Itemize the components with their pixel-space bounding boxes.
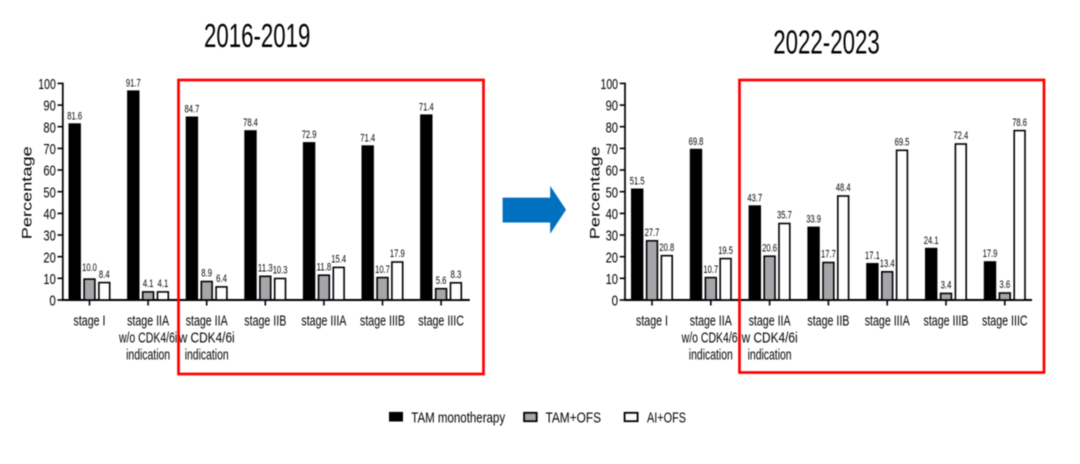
svg-text:100: 100 xyxy=(38,76,56,93)
svg-text:stage IIIB: stage IIIB xyxy=(360,313,405,330)
svg-text:17.9: 17.9 xyxy=(390,248,405,260)
svg-text:43.7: 43.7 xyxy=(747,192,762,204)
svg-text:4.1: 4.1 xyxy=(143,278,154,290)
svg-text:stage IIIA: stage IIIA xyxy=(865,313,910,330)
svg-text:24.1: 24.1 xyxy=(924,235,939,247)
svg-text:100: 100 xyxy=(601,76,619,93)
svg-text:78.6: 78.6 xyxy=(1012,117,1027,129)
svg-text:w CDK4/6i: w CDK4/6i xyxy=(741,330,798,347)
svg-text:6.4: 6.4 xyxy=(216,273,227,285)
svg-text:17.7: 17.7 xyxy=(821,249,836,261)
svg-text:17.9: 17.9 xyxy=(983,248,998,260)
svg-text:Percentage: Percentage xyxy=(587,146,603,239)
svg-text:indication: indication xyxy=(126,347,170,364)
svg-text:stage I: stage I xyxy=(74,313,106,330)
svg-text:Percentage: Percentage xyxy=(18,146,34,239)
svg-text:27.7: 27.7 xyxy=(645,227,660,239)
svg-text:80: 80 xyxy=(606,119,618,136)
svg-text:8.9: 8.9 xyxy=(201,268,212,280)
svg-text:48.4: 48.4 xyxy=(836,182,851,194)
svg-text:50: 50 xyxy=(606,184,618,201)
svg-text:13.4: 13.4 xyxy=(880,258,895,270)
svg-text:stage IIIB: stage IIIB xyxy=(924,313,969,330)
svg-text:TAM monotherapy: TAM monotherapy xyxy=(411,409,505,426)
svg-text:90: 90 xyxy=(43,98,55,115)
svg-text:stage IIA: stage IIA xyxy=(749,313,791,330)
svg-text:20: 20 xyxy=(43,249,55,266)
svg-text:2016-2019: 2016-2019 xyxy=(204,18,311,55)
svg-text:3.4: 3.4 xyxy=(941,280,952,292)
svg-text:stage IIB: stage IIB xyxy=(244,313,286,330)
svg-text:15.4: 15.4 xyxy=(331,254,346,266)
svg-text:69.5: 69.5 xyxy=(895,137,910,149)
svg-text:stage IIIA: stage IIIA xyxy=(301,313,346,330)
svg-text:11.8: 11.8 xyxy=(317,261,332,273)
svg-text:8.3: 8.3 xyxy=(451,269,462,281)
svg-text:stage I: stage I xyxy=(636,313,668,330)
svg-text:70: 70 xyxy=(606,141,618,158)
svg-text:19.5: 19.5 xyxy=(718,245,733,257)
svg-text:10.3: 10.3 xyxy=(273,265,288,277)
svg-text:20.6: 20.6 xyxy=(762,242,777,254)
svg-text:8.4: 8.4 xyxy=(99,269,110,281)
svg-text:17.1: 17.1 xyxy=(865,250,880,262)
svg-text:indication: indication xyxy=(748,347,792,364)
svg-text:w CDK4/6i: w CDK4/6i xyxy=(178,330,235,347)
svg-text:71.4: 71.4 xyxy=(360,132,375,144)
svg-text:10.7: 10.7 xyxy=(375,264,390,276)
svg-text:51.5: 51.5 xyxy=(630,176,645,188)
svg-text:5.6: 5.6 xyxy=(436,275,447,287)
svg-text:10: 10 xyxy=(43,271,55,288)
svg-text:71.4: 71.4 xyxy=(419,101,434,113)
svg-text:69.8: 69.8 xyxy=(689,136,704,148)
svg-text:10: 10 xyxy=(606,271,618,288)
svg-text:11.3: 11.3 xyxy=(258,263,273,275)
svg-text:72.9: 72.9 xyxy=(302,129,317,141)
svg-text:20: 20 xyxy=(606,249,618,266)
svg-text:w/o CDK4/6i: w/o CDK4/6i xyxy=(118,330,177,347)
svg-text:30: 30 xyxy=(43,228,55,245)
svg-text:90: 90 xyxy=(606,98,618,115)
svg-text:20.8: 20.8 xyxy=(659,242,674,254)
svg-text:TAM+OFS: TAM+OFS xyxy=(546,409,602,426)
svg-text:35.7: 35.7 xyxy=(777,210,792,222)
svg-text:4.1: 4.1 xyxy=(158,278,169,290)
svg-text:AI+OFS: AI+OFS xyxy=(647,409,686,426)
svg-text:80: 80 xyxy=(43,119,55,136)
svg-text:indication: indication xyxy=(689,347,733,364)
svg-text:81.6: 81.6 xyxy=(67,110,82,122)
svg-text:stage IIIC: stage IIIC xyxy=(418,313,464,330)
svg-text:91.7: 91.7 xyxy=(126,77,141,89)
svg-text:stage IIA: stage IIA xyxy=(690,313,732,330)
svg-text:w/o CDK4/6i: w/o CDK4/6i xyxy=(681,330,740,347)
svg-text:10.7: 10.7 xyxy=(703,264,718,276)
svg-text:stage IIA: stage IIA xyxy=(186,313,228,330)
svg-text:40: 40 xyxy=(43,206,55,223)
svg-text:0: 0 xyxy=(612,293,618,310)
svg-text:10.0: 10.0 xyxy=(82,262,97,274)
svg-text:60: 60 xyxy=(43,163,55,180)
svg-text:72.4: 72.4 xyxy=(953,130,968,142)
svg-text:70: 70 xyxy=(43,141,55,158)
svg-text:60: 60 xyxy=(606,163,618,180)
svg-text:78.4: 78.4 xyxy=(243,117,258,129)
svg-text:indication: indication xyxy=(185,347,229,364)
svg-text:84.7: 84.7 xyxy=(185,104,200,116)
svg-text:50: 50 xyxy=(43,184,55,201)
svg-text:2022-2023: 2022-2023 xyxy=(773,25,880,62)
svg-text:stage IIIC: stage IIIC xyxy=(982,313,1028,330)
svg-text:0: 0 xyxy=(49,293,55,310)
svg-text:3.6: 3.6 xyxy=(999,279,1010,291)
svg-text:stage IIA: stage IIA xyxy=(127,313,169,330)
svg-text:stage IIB: stage IIB xyxy=(807,313,849,330)
svg-text:33.9: 33.9 xyxy=(806,214,821,226)
svg-text:40: 40 xyxy=(606,206,618,223)
svg-text:30: 30 xyxy=(606,228,618,245)
